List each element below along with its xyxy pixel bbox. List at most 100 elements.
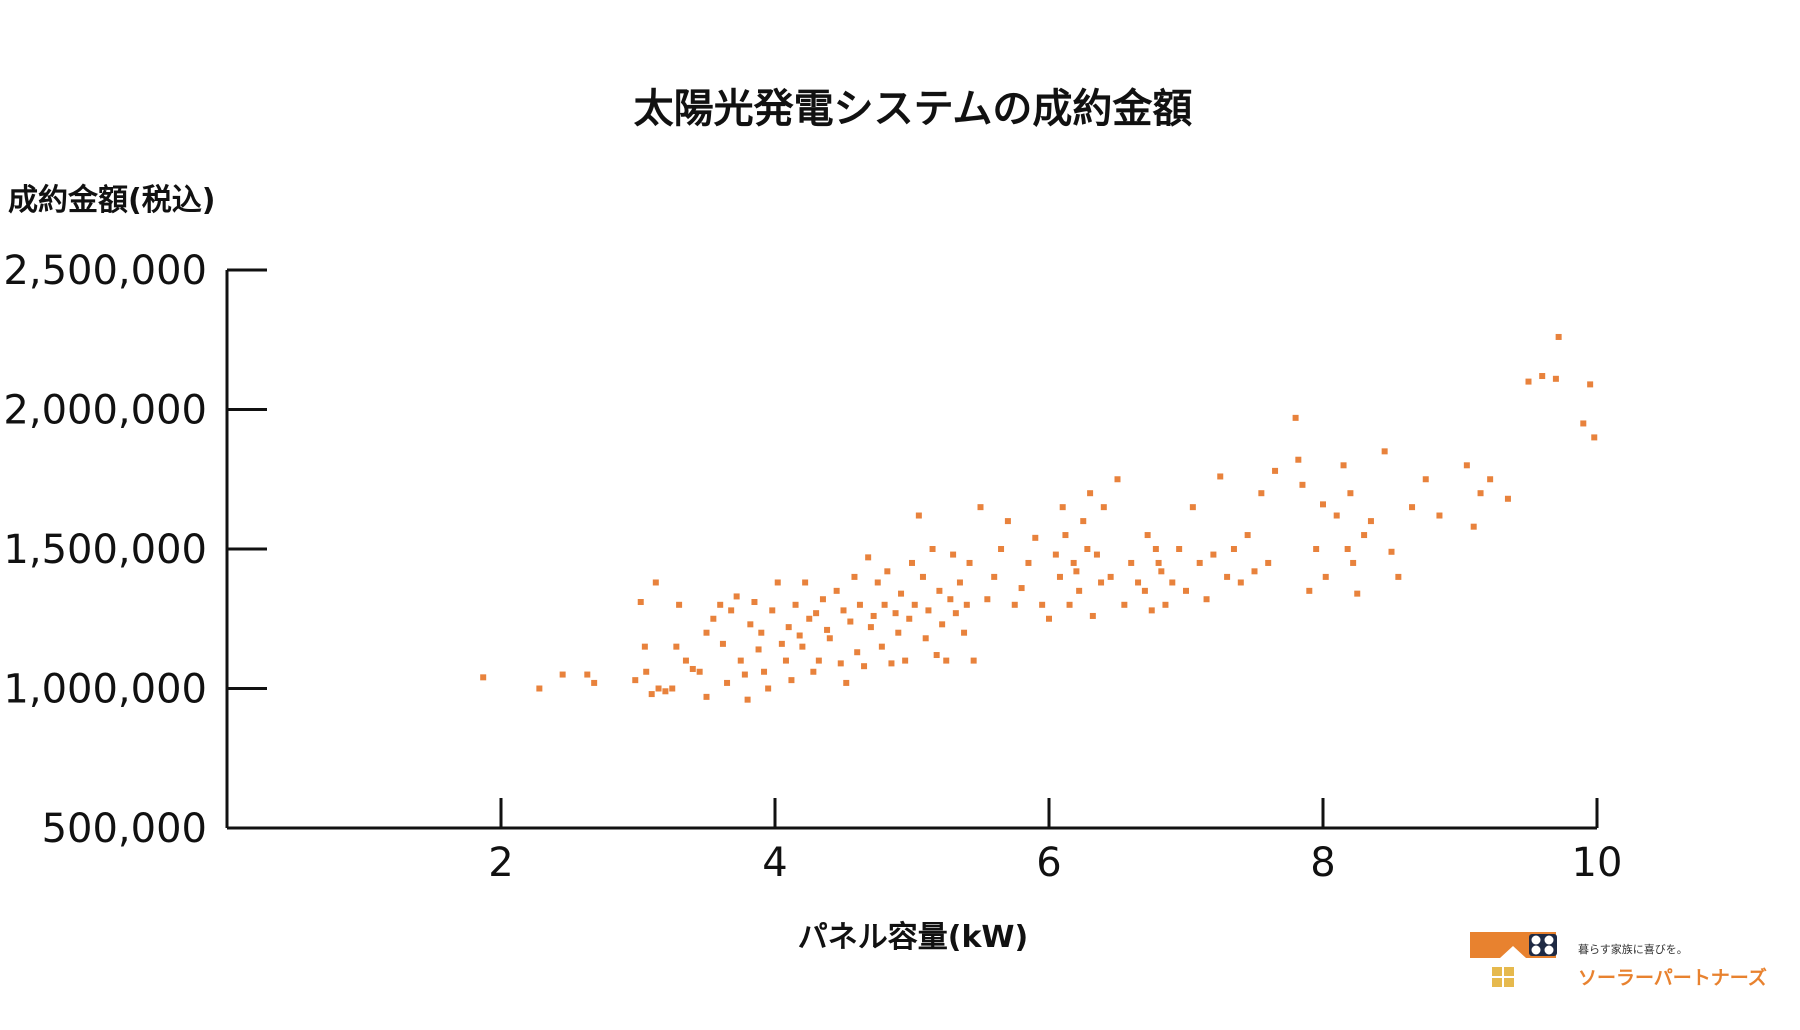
data-point bbox=[1237, 579, 1244, 586]
y-axis-title: 成約金額(税込) bbox=[8, 183, 215, 218]
data-point bbox=[733, 593, 740, 600]
data-point bbox=[689, 665, 696, 672]
data-point bbox=[1046, 615, 1052, 622]
data-point bbox=[963, 601, 970, 608]
data-point bbox=[673, 643, 680, 650]
data-point bbox=[1155, 559, 1162, 566]
data-point bbox=[1230, 546, 1237, 552]
data-point bbox=[870, 612, 877, 619]
data-point bbox=[911, 601, 918, 608]
logo-panel-cell bbox=[1531, 945, 1541, 955]
y-tick-label: 2,000,000 bbox=[3, 388, 207, 434]
data-point bbox=[1299, 481, 1306, 488]
data-point bbox=[769, 607, 776, 614]
x-tick-label: 2 bbox=[488, 840, 513, 886]
data-point bbox=[881, 601, 888, 608]
data-point bbox=[1093, 551, 1100, 558]
data-point bbox=[826, 635, 833, 642]
data-point bbox=[1361, 532, 1368, 539]
data-point bbox=[1089, 612, 1096, 619]
data-point bbox=[1169, 579, 1176, 586]
data-point bbox=[1436, 512, 1443, 519]
data-point bbox=[662, 688, 669, 695]
data-point bbox=[970, 657, 977, 664]
data-point bbox=[744, 696, 751, 703]
data-point bbox=[1487, 476, 1494, 483]
data-point bbox=[861, 663, 868, 670]
data-point bbox=[854, 649, 861, 656]
data-point bbox=[952, 610, 959, 617]
x-axis-ticks: 2 4 6 8 10 bbox=[488, 798, 1622, 886]
data-point bbox=[632, 677, 639, 684]
data-point bbox=[1073, 568, 1080, 575]
data-point bbox=[1587, 381, 1594, 388]
data-point bbox=[1128, 559, 1135, 566]
data-point bbox=[867, 624, 874, 631]
data-point bbox=[1059, 504, 1066, 511]
data-point bbox=[765, 685, 772, 692]
data-point bbox=[966, 559, 973, 566]
data-point bbox=[856, 601, 863, 608]
data-point bbox=[796, 632, 803, 639]
data-point bbox=[1076, 587, 1083, 594]
data-point bbox=[984, 596, 991, 603]
data-point bbox=[1295, 456, 1302, 463]
data-point bbox=[956, 579, 963, 586]
data-point bbox=[1025, 559, 1032, 566]
data-point bbox=[1552, 375, 1559, 382]
data-point bbox=[1344, 546, 1351, 552]
data-point bbox=[919, 573, 926, 580]
data-point bbox=[1144, 532, 1151, 539]
data-point bbox=[637, 599, 644, 606]
data-point bbox=[936, 587, 943, 594]
data-point bbox=[961, 629, 968, 636]
data-point bbox=[1121, 601, 1128, 608]
data-point bbox=[819, 596, 826, 603]
data-point bbox=[943, 657, 950, 664]
data-point bbox=[1367, 518, 1374, 525]
data-point bbox=[884, 568, 891, 575]
data-point bbox=[1066, 601, 1073, 608]
data-point bbox=[1272, 467, 1279, 474]
data-point bbox=[737, 657, 744, 664]
y-tick-label: 2,500,000 bbox=[3, 248, 207, 294]
data-point bbox=[1504, 495, 1511, 502]
y-tick-label: 1,500,000 bbox=[3, 527, 207, 573]
data-point bbox=[1098, 579, 1105, 586]
data-point bbox=[591, 679, 598, 686]
data-point bbox=[1135, 579, 1142, 586]
data-point bbox=[1148, 607, 1155, 614]
y-tick-label: 1,000,000 bbox=[3, 667, 207, 713]
data-point bbox=[892, 610, 899, 617]
data-point bbox=[947, 596, 954, 603]
data-point bbox=[1217, 473, 1224, 480]
data-point bbox=[929, 546, 936, 552]
data-point bbox=[906, 615, 913, 622]
data-point bbox=[536, 685, 543, 692]
data-point bbox=[1347, 490, 1354, 497]
data-point bbox=[792, 601, 799, 608]
data-point bbox=[874, 579, 881, 586]
data-point bbox=[895, 629, 902, 636]
data-point bbox=[1388, 548, 1395, 555]
data-point bbox=[788, 677, 795, 684]
data-point bbox=[1158, 568, 1165, 575]
data-point bbox=[1258, 490, 1265, 497]
data-point bbox=[724, 679, 731, 686]
solar-partners-logo: 暮らす家族に喜びを。 ソーラーパートナーズ bbox=[1470, 932, 1767, 989]
logo-panel-cell bbox=[1544, 935, 1554, 945]
data-point bbox=[1084, 546, 1091, 552]
data-point bbox=[939, 621, 946, 628]
data-point bbox=[1114, 476, 1121, 483]
data-point bbox=[1251, 568, 1258, 575]
data-point bbox=[847, 618, 854, 625]
data-point bbox=[1322, 573, 1329, 580]
data-point bbox=[1052, 551, 1059, 558]
logo-brand-name: ソーラーパートナーズ bbox=[1578, 966, 1767, 989]
data-point bbox=[676, 601, 683, 608]
data-point bbox=[751, 599, 758, 606]
data-point bbox=[1477, 490, 1484, 497]
logo-panel-cell bbox=[1544, 945, 1554, 955]
data-point bbox=[865, 554, 872, 561]
